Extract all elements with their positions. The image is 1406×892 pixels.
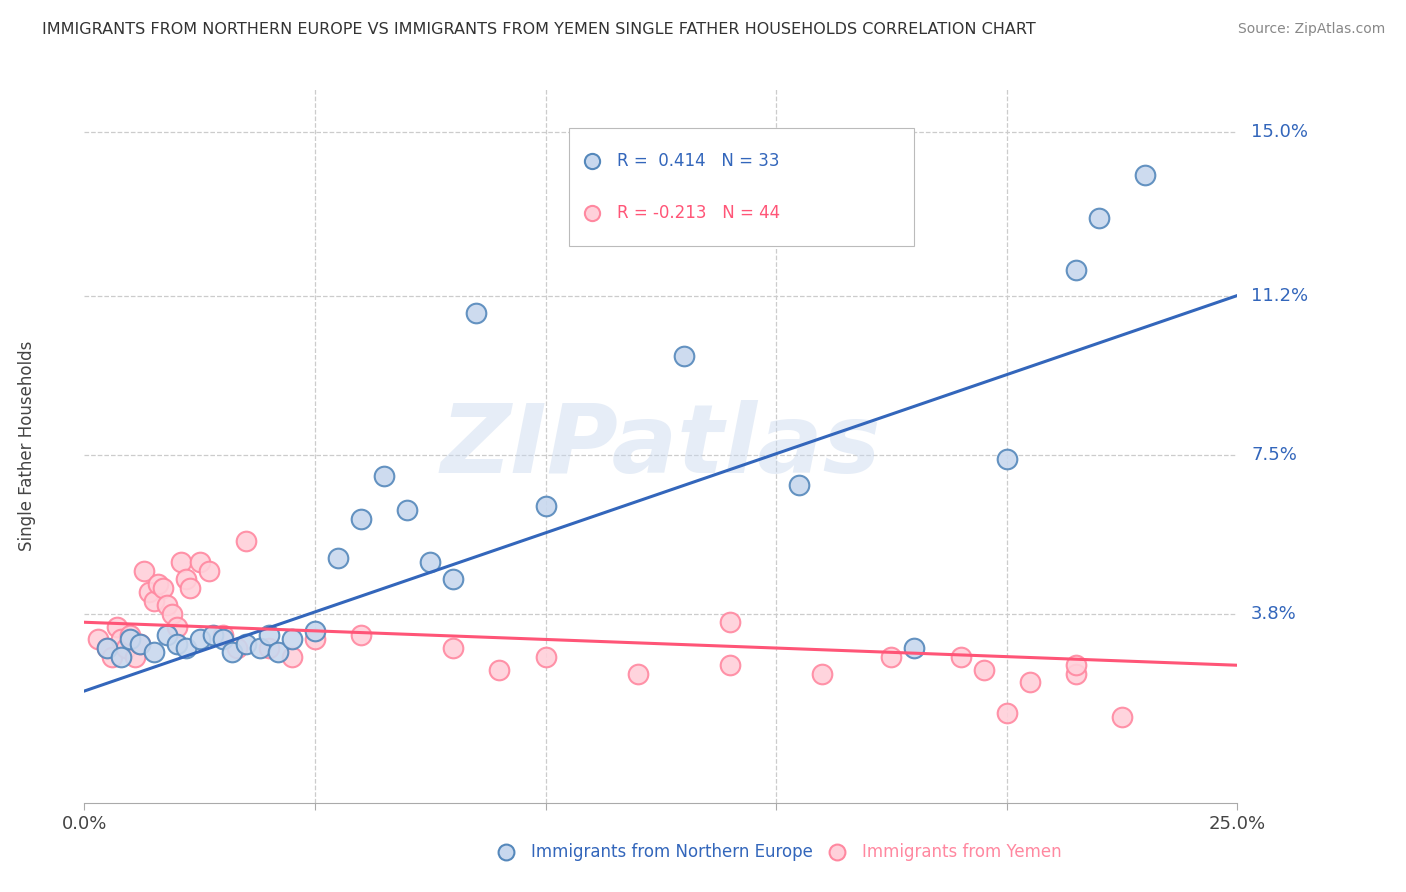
Point	[350, 512, 373, 526]
Point	[1133, 168, 1156, 182]
Point	[179, 581, 201, 595]
Point	[441, 572, 464, 586]
Point	[96, 641, 118, 656]
FancyBboxPatch shape	[568, 128, 914, 246]
Point	[101, 649, 124, 664]
Point	[160, 607, 183, 621]
Point	[134, 564, 156, 578]
Point	[96, 641, 118, 656]
Text: 15.0%: 15.0%	[1251, 123, 1308, 141]
Point	[534, 499, 557, 513]
Point	[1111, 710, 1133, 724]
Point	[115, 641, 138, 656]
Point	[124, 649, 146, 664]
Point	[441, 641, 464, 656]
Point	[170, 555, 193, 569]
Text: IMMIGRANTS FROM NORTHERN EUROPE VS IMMIGRANTS FROM YEMEN SINGLE FATHER HOUSEHOLD: IMMIGRANTS FROM NORTHERN EUROPE VS IMMIG…	[42, 22, 1036, 37]
Point	[221, 645, 243, 659]
Point	[326, 550, 349, 565]
Point	[211, 628, 233, 642]
Point	[166, 637, 188, 651]
Text: 3.8%: 3.8%	[1251, 605, 1296, 623]
Point	[825, 845, 848, 859]
Point	[465, 306, 488, 320]
Point	[373, 469, 395, 483]
Point	[672, 349, 695, 363]
Point	[120, 632, 142, 647]
Point	[949, 649, 972, 664]
Point	[995, 706, 1018, 720]
Point	[495, 845, 517, 859]
Point	[903, 641, 925, 656]
Point	[156, 598, 179, 612]
Point	[304, 624, 326, 638]
Point	[281, 649, 304, 664]
Point	[152, 581, 174, 595]
Text: Source: ZipAtlas.com: Source: ZipAtlas.com	[1237, 22, 1385, 37]
Point	[188, 632, 211, 647]
Point	[120, 628, 142, 642]
Point	[1088, 211, 1111, 226]
Point	[718, 615, 741, 630]
Point	[235, 533, 257, 548]
Text: ZIPatlas: ZIPatlas	[440, 400, 882, 492]
Point	[787, 477, 810, 491]
Point	[1064, 262, 1087, 277]
Point	[211, 632, 233, 647]
Text: R =  0.414   N = 33: R = 0.414 N = 33	[617, 153, 779, 170]
Point	[281, 632, 304, 647]
Point	[973, 663, 995, 677]
Point	[166, 619, 188, 633]
Point	[146, 576, 169, 591]
Point	[174, 641, 197, 656]
Point	[225, 641, 247, 656]
Point	[128, 637, 150, 651]
Point	[534, 649, 557, 664]
Point	[718, 658, 741, 673]
Point	[198, 564, 221, 578]
Point	[627, 666, 650, 681]
Point	[811, 666, 834, 681]
Point	[267, 645, 290, 659]
Point	[350, 628, 373, 642]
Point	[1018, 675, 1040, 690]
Point	[128, 637, 150, 651]
Point	[249, 641, 271, 656]
Point	[87, 632, 110, 647]
Text: Immigrants from Yemen: Immigrants from Yemen	[862, 843, 1062, 861]
Point	[202, 628, 225, 642]
Point	[304, 632, 326, 647]
Point	[105, 619, 128, 633]
Text: 11.2%: 11.2%	[1251, 286, 1309, 304]
Text: Immigrants from Northern Europe: Immigrants from Northern Europe	[531, 843, 813, 861]
Point	[235, 637, 257, 651]
Point	[995, 451, 1018, 466]
Point	[188, 555, 211, 569]
Point	[142, 645, 165, 659]
Point	[110, 632, 132, 647]
Point	[257, 641, 280, 656]
Point	[110, 649, 132, 664]
Text: Single Father Households: Single Father Households	[18, 341, 35, 551]
Point	[1064, 658, 1087, 673]
Point	[1064, 666, 1087, 681]
Text: R = -0.213   N = 44: R = -0.213 N = 44	[617, 204, 780, 222]
Point	[138, 585, 160, 599]
Point	[880, 649, 903, 664]
Point	[174, 572, 197, 586]
Point	[156, 628, 179, 642]
Point	[142, 593, 165, 607]
Point	[488, 663, 510, 677]
Point	[396, 503, 419, 517]
Point	[257, 628, 280, 642]
Text: 7.5%: 7.5%	[1251, 446, 1298, 464]
Point	[419, 555, 441, 569]
